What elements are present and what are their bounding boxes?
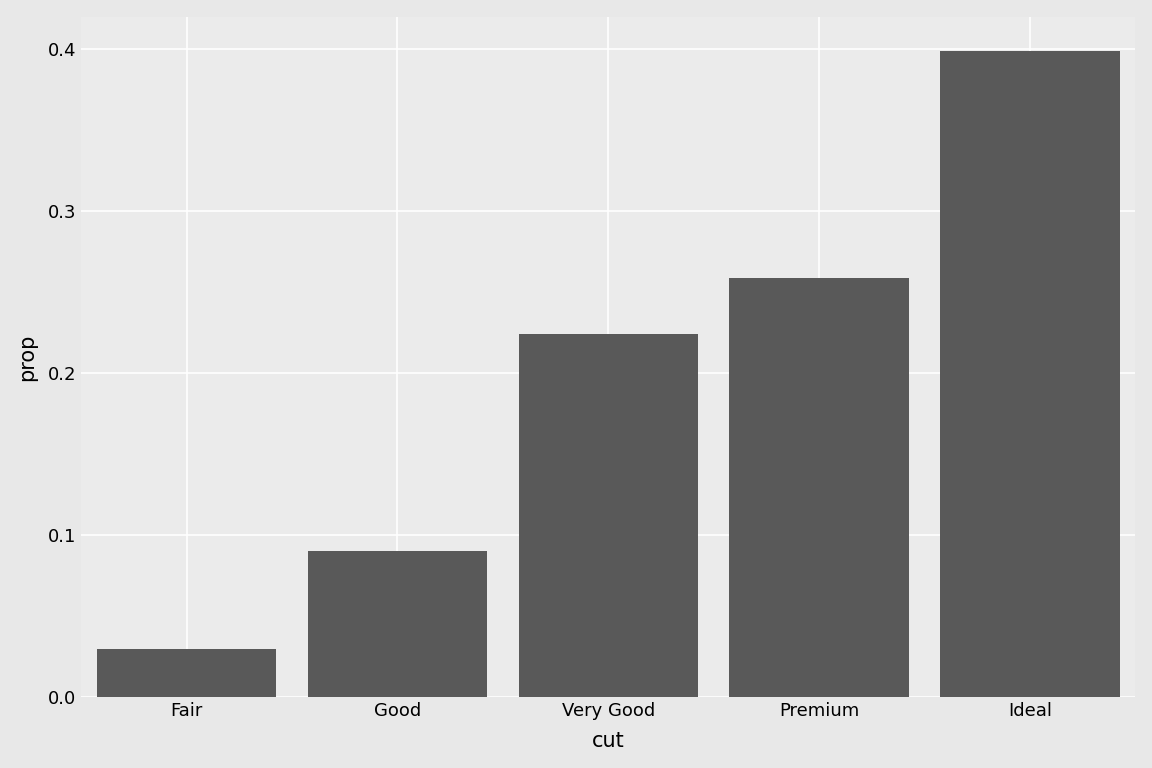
Y-axis label: prop: prop: [16, 333, 37, 381]
Bar: [308, 551, 487, 697]
X-axis label: cut: cut: [592, 731, 624, 751]
Bar: [940, 51, 1120, 697]
Bar: [518, 334, 698, 697]
Bar: [729, 277, 909, 697]
Bar: [97, 649, 276, 697]
